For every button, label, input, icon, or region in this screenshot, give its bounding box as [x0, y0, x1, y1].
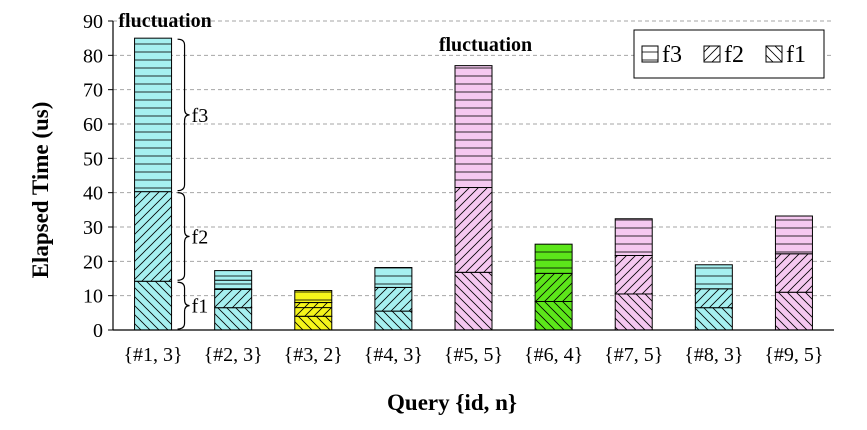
bar-segment-f1	[214, 307, 253, 331]
x-tick-label: {#6, 4}	[524, 344, 583, 366]
legend: f3 f2 f1	[633, 29, 825, 79]
bar-segment-f2	[614, 254, 653, 295]
bar-segment-f2	[454, 187, 493, 273]
bar-segment-f3	[774, 215, 813, 255]
bar-segment-f2	[134, 191, 173, 282]
bar-segment-f1	[294, 315, 333, 331]
y-tick-label: 30	[83, 217, 103, 239]
brace-label-f2: f2	[192, 226, 209, 248]
bar-segment-f2	[694, 288, 733, 309]
y-tick-label: 50	[83, 148, 103, 170]
bar-segment-f1	[454, 271, 493, 331]
legend-label-f2: f2	[724, 42, 744, 68]
legend-box	[633, 29, 825, 79]
x-tick-label: {#4, 3}	[364, 344, 423, 366]
brace-f3	[177, 38, 190, 192]
y-tick-label: 90	[83, 11, 103, 33]
x-tick-label: {#1, 3}	[123, 344, 182, 366]
bar-segment-f3	[694, 264, 733, 290]
bar-segment-f3	[454, 65, 493, 189]
x-tick-label: {#9, 5}	[764, 344, 823, 366]
y-tick-label: 70	[83, 80, 103, 102]
bars	[134, 37, 813, 331]
y-tick-label: 80	[83, 45, 103, 67]
legend-swatch-f3	[641, 45, 659, 63]
bar-segment-f2	[774, 253, 813, 293]
bar-segment-f3	[374, 267, 413, 288]
bar-segment-f3	[134, 37, 173, 193]
x-tick-label: {#8, 3}	[684, 344, 743, 366]
bar-segment-f1	[614, 293, 653, 331]
x-tick-label: {#7, 5}	[604, 344, 663, 366]
labels: 0 10 20 30 40 50 60 70 80 90 {#1, 3} {#2, 3} {#3, 2}…	[83, 10, 824, 366]
annotation-fluctuation: fluctuation	[118, 10, 211, 32]
brace-label-f1: f1	[192, 296, 209, 318]
annotation-fluctuation: fluctuation	[439, 34, 532, 56]
x-tick-label: {#3, 2}	[284, 344, 343, 366]
x-tick-label: {#5, 5}	[444, 344, 503, 366]
bar-segment-f2	[214, 288, 253, 309]
legend-swatch-f1	[765, 45, 783, 63]
y-tick-label: 0	[93, 320, 103, 342]
legend-swatch-f2	[703, 45, 721, 63]
axes	[108, 20, 834, 331]
bar-segment-f1	[374, 310, 413, 331]
legend-label-f3: f3	[662, 42, 682, 68]
x-axis-title: Query {id, n}	[387, 390, 517, 415]
x-tick-label: {#2, 3}	[204, 344, 263, 366]
bar-segment-f1	[694, 307, 733, 331]
bar-segment-f3	[534, 243, 573, 274]
brace-label-f3: f3	[192, 105, 209, 127]
y-tick-label: 40	[83, 183, 103, 205]
legend-label-f1: f1	[786, 42, 806, 68]
bar-segment-f2	[294, 302, 333, 317]
bar-segment-f3	[294, 290, 333, 304]
brace-f2	[177, 192, 190, 281]
bar-segment-f1	[134, 280, 173, 331]
bar-segment-f3	[614, 218, 653, 256]
y-tick-label: 20	[83, 251, 103, 273]
bar-segment-f1	[774, 291, 813, 331]
y-axis-title: Elapsed Time (us)	[28, 102, 53, 279]
bar-segment-f1	[534, 301, 573, 331]
y-tick-label: 60	[83, 114, 103, 136]
y-tick-label: 10	[83, 286, 103, 308]
bar-segment-f2	[374, 286, 413, 312]
bar-segment-f2	[534, 272, 573, 303]
brace-f1	[177, 281, 190, 330]
